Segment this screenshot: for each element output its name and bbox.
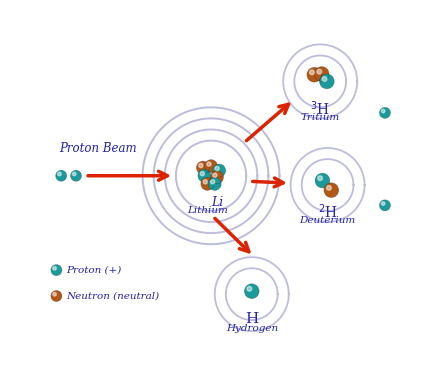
Text: $^3$H: $^3$H [310, 99, 330, 118]
Circle shape [58, 172, 61, 176]
Circle shape [310, 70, 314, 75]
Text: Tritium: Tritium [301, 113, 340, 122]
Circle shape [307, 67, 322, 82]
Circle shape [198, 169, 211, 182]
Circle shape [381, 109, 385, 113]
Text: Deuterium: Deuterium [299, 216, 356, 225]
Circle shape [207, 162, 211, 166]
Circle shape [196, 161, 209, 174]
Circle shape [211, 180, 215, 184]
Circle shape [208, 177, 221, 191]
Circle shape [379, 107, 391, 118]
Circle shape [318, 176, 323, 181]
Circle shape [203, 180, 207, 184]
Circle shape [322, 77, 327, 81]
Text: $^2$H: $^2$H [318, 203, 338, 221]
Circle shape [51, 265, 62, 276]
Text: Hydrogen: Hydrogen [226, 324, 278, 333]
Circle shape [201, 177, 214, 191]
Circle shape [379, 200, 391, 211]
Circle shape [324, 183, 339, 198]
Circle shape [213, 173, 217, 177]
Text: Lithium: Lithium [187, 206, 228, 215]
Circle shape [199, 164, 203, 168]
Circle shape [200, 172, 204, 176]
Text: Proton (+): Proton (+) [66, 266, 121, 275]
Circle shape [381, 202, 385, 205]
Circle shape [319, 74, 334, 89]
Circle shape [211, 171, 224, 184]
Circle shape [315, 173, 330, 188]
Text: Li: Li [211, 196, 224, 209]
Circle shape [73, 172, 76, 176]
Circle shape [70, 170, 82, 181]
Circle shape [215, 166, 219, 171]
Circle shape [56, 170, 67, 181]
Circle shape [205, 159, 218, 173]
Circle shape [314, 67, 329, 81]
Circle shape [53, 266, 56, 270]
Text: Neutron (neutral): Neutron (neutral) [66, 292, 159, 300]
Circle shape [53, 292, 56, 296]
Text: Proton Beam: Proton Beam [59, 142, 137, 155]
Circle shape [317, 69, 322, 74]
Circle shape [247, 286, 252, 291]
Text: H: H [245, 312, 258, 326]
Circle shape [213, 164, 226, 177]
Circle shape [327, 185, 332, 190]
Circle shape [244, 284, 259, 299]
Circle shape [51, 290, 62, 302]
